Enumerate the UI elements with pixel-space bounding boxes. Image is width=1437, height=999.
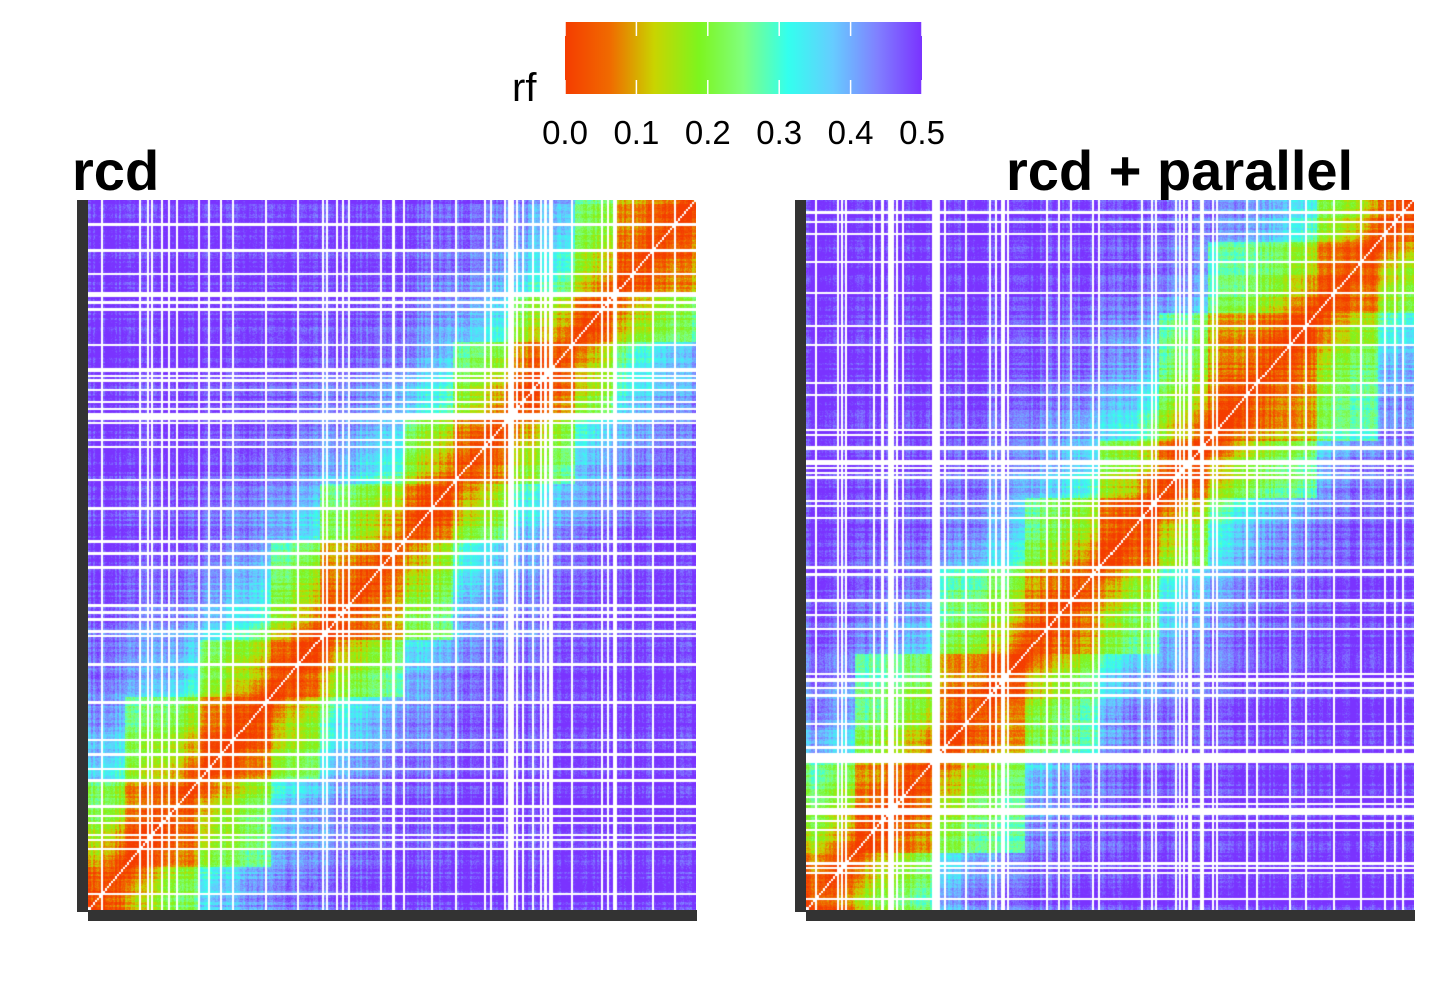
legend-tick-label: 0.2 (685, 114, 731, 152)
heatmap-rcd-parallel (806, 200, 1414, 910)
left-y-axis-line (77, 200, 88, 912)
legend-tick-label: 0.3 (756, 114, 802, 152)
color-legend-bar (565, 22, 922, 94)
left-x-axis-line (88, 910, 697, 921)
legend-tick-label: 0.1 (613, 114, 659, 152)
right-x-axis-line (806, 910, 1415, 921)
right-panel-title: rcd + parallel (1006, 138, 1353, 203)
legend-tick-label: 0.0 (542, 114, 588, 152)
legend-tick-label: 0.5 (899, 114, 945, 152)
legend-title: rf (512, 66, 536, 111)
heatmap-rcd (88, 200, 696, 910)
right-y-axis-line (795, 200, 806, 912)
left-panel-title: rcd (72, 138, 159, 203)
legend-tick-label: 0.4 (828, 114, 874, 152)
legend-tick-labels: 0.0 0.1 0.2 0.3 0.4 0.5 (540, 114, 960, 154)
